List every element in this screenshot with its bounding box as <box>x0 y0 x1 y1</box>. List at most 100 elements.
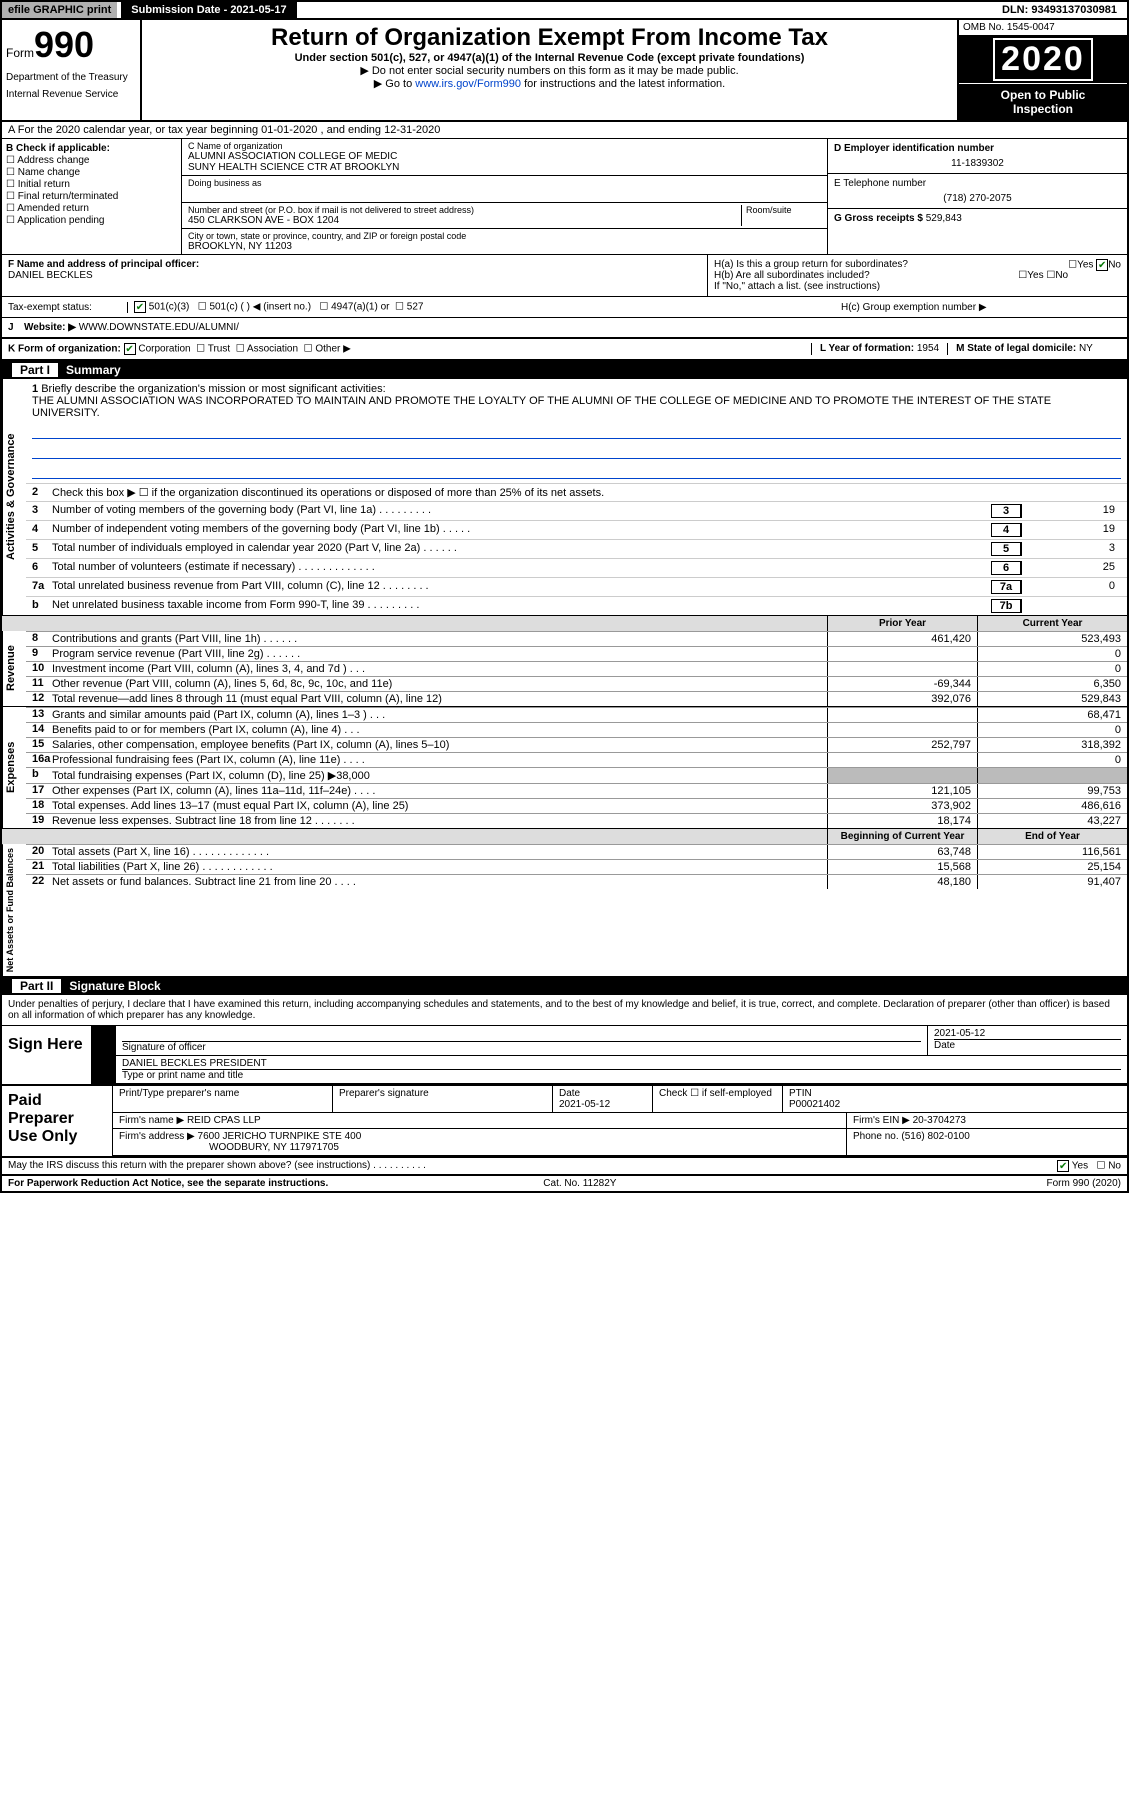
ptin-label: PTIN <box>789 1088 812 1099</box>
fin-row: 9Program service revenue (Part VIII, lin… <box>26 646 1127 661</box>
ein-value: 11-1839302 <box>834 158 1121 169</box>
ptin-value: P00021402 <box>789 1099 840 1110</box>
hb-label: H(b) Are all subordinates included? <box>714 270 870 281</box>
addr-label: Number and street (or P.O. box if mail i… <box>188 205 741 215</box>
website-value: WWW.DOWNSTATE.EDU/ALUMNI/ <box>79 322 239 333</box>
tab-governance: Activities & Governance <box>2 379 26 615</box>
section-f: F Name and address of principal officer:… <box>2 255 707 296</box>
footer-right: Form 990 (2020) <box>1047 1178 1121 1189</box>
prep-name-hdr: Print/Type preparer's name <box>113 1086 333 1112</box>
d-label: D Employer identification number <box>834 143 1121 154</box>
tax-year: 2020 <box>959 36 1127 83</box>
dept-treasury: Department of the Treasury <box>6 72 136 83</box>
fin-row: 19Revenue less expenses. Subtract line 1… <box>26 813 1127 828</box>
note2-post: for instructions and the latest informat… <box>521 78 725 90</box>
open-line2: Inspection <box>1013 102 1073 116</box>
form-label: Form <box>6 46 34 60</box>
block-bc: B Check if applicable: ☐ Address change … <box>2 139 1127 255</box>
chk-address: ☐ Address change <box>6 155 177 166</box>
l-value: 1954 <box>917 343 939 354</box>
fin-header-2: Beginning of Current Year End of Year <box>2 829 1127 844</box>
discuss-row: May the IRS discuss this return with the… <box>2 1158 1127 1176</box>
firm-ein-label: Firm's EIN ▶ <box>853 1115 910 1126</box>
arrow-icon <box>92 1056 116 1083</box>
prep-selfemp: Check ☐ if self-employed <box>653 1086 783 1112</box>
firm-name: REID CPAS LLP <box>187 1115 261 1126</box>
mission-label: Briefly describe the organization's miss… <box>41 383 385 395</box>
chk-initial: ☐ Initial return <box>6 179 177 190</box>
officer-sig-label: Signature of officer <box>122 1042 921 1053</box>
k-label: K Form of organization: <box>8 344 121 355</box>
fin-row: 17Other expenses (Part IX, column (A), l… <box>26 783 1127 798</box>
chk-name: ☐ Name change <box>6 167 177 178</box>
line2: Check this box ▶ ☐ if the organization d… <box>52 486 1121 499</box>
open-line1: Open to Public <box>1001 88 1086 102</box>
fin-row: 12Total revenue—add lines 8 through 11 (… <box>26 691 1127 706</box>
tab-revenue: Revenue <box>2 631 26 706</box>
section-revenue: Revenue 8Contributions and grants (Part … <box>2 631 1127 707</box>
arrow-icon <box>92 1026 116 1055</box>
current-year-hdr: Current Year <box>977 616 1127 631</box>
header: Form990 Department of the Treasury Inter… <box>2 20 1127 122</box>
website-label: Website: ▶ <box>24 322 76 333</box>
gov-4: Number of independent voting members of … <box>52 523 991 537</box>
paid-preparer-label: Paid Preparer Use Only <box>2 1086 112 1156</box>
gov-6: Total number of volunteers (estimate if … <box>52 561 991 575</box>
gov-5: Total number of individuals employed in … <box>52 542 991 556</box>
header-right: OMB No. 1545-0047 2020 Open to Public In… <box>957 20 1127 120</box>
org-name-2: SUNY HEALTH SCIENCE CTR AT BROOKLYN <box>188 162 821 173</box>
firm-ein: 20-3704273 <box>913 1115 966 1126</box>
g-label: G Gross receipts $ <box>834 213 923 224</box>
firm-phone-label: Phone no. <box>853 1131 899 1142</box>
chk-501c3 <box>134 301 146 313</box>
note2-pre: ▶ Go to <box>374 78 415 90</box>
row-i: Tax-exempt status: 501(c)(3) ☐ 501(c) ( … <box>2 297 1127 318</box>
firm-name-label: Firm's name ▶ <box>119 1115 184 1126</box>
fin-row: 13Grants and similar amounts paid (Part … <box>26 707 1127 722</box>
row-fh: F Name and address of principal officer:… <box>2 255 1127 297</box>
part1-tag: Part I <box>12 363 58 377</box>
mission-num: 1 <box>32 383 38 395</box>
fin-row: 16aProfessional fundraising fees (Part I… <box>26 752 1127 767</box>
fin-row: 15Salaries, other compensation, employee… <box>26 737 1127 752</box>
officer-name: DANIEL BECKLES <box>8 270 701 281</box>
c-name-label: C Name of organization <box>188 141 821 151</box>
prep-date-val: 2021-05-12 <box>559 1099 610 1110</box>
mission-text: THE ALUMNI ASSOCIATION WAS INCORPORATED … <box>32 395 1051 419</box>
part1-header: Part ISummary <box>2 361 1127 379</box>
gov-7b: Net unrelated business taxable income fr… <box>52 599 991 613</box>
hb-note: If "No," attach a list. (see instruction… <box>714 281 1121 292</box>
part2-title: Signature Block <box>69 979 160 993</box>
tax-status-label: Tax-exempt status: <box>8 302 128 313</box>
form990-link[interactable]: www.irs.gov/Form990 <box>415 78 521 90</box>
fin-row: 11Other revenue (Part VIII, column (A), … <box>26 676 1127 691</box>
form-note-1: ▶ Do not enter social security numbers o… <box>150 64 949 77</box>
section-deg: D Employer identification number 11-1839… <box>827 139 1127 254</box>
date-label: Date <box>934 1040 1121 1051</box>
fin-row: 21Total liabilities (Part X, line 26) . … <box>26 859 1127 874</box>
firm-addr-2: WOODBURY, NY 117971705 <box>209 1142 339 1153</box>
suite-label: Room/suite <box>746 205 821 215</box>
sign-here-block: Sign Here Signature of officer 2021-05-1… <box>2 1026 1127 1086</box>
m-value: NY <box>1079 343 1093 354</box>
footer-left: For Paperwork Reduction Act Notice, see … <box>8 1178 328 1189</box>
form-number: 990 <box>34 24 94 65</box>
firm-addr-1: 7600 JERICHO TURNPIKE STE 400 <box>198 1131 362 1142</box>
chk-pending: ☐ Application pending <box>6 215 177 226</box>
fin-row: 20Total assets (Part X, line 16) . . . .… <box>26 844 1127 859</box>
gross-receipts: 529,843 <box>926 213 962 224</box>
footer-mid: Cat. No. 11282Y <box>543 1178 616 1189</box>
chk-corp <box>124 343 136 355</box>
ha-label: H(a) Is this a group return for subordin… <box>714 259 908 270</box>
ha-no-checked <box>1096 259 1108 271</box>
section-expenses: Expenses 13Grants and similar amounts pa… <box>2 707 1127 829</box>
fin-header-1: Prior Year Current Year <box>2 616 1127 631</box>
org-city: BROOKLYN, NY 11203 <box>188 241 821 252</box>
row-k: K Form of organization: Corporation ☐ Tr… <box>2 339 1127 361</box>
omb-number: OMB No. 1545-0047 <box>959 20 1127 36</box>
header-left: Form990 Department of the Treasury Inter… <box>2 20 142 120</box>
firm-addr-label: Firm's address ▶ <box>119 1131 195 1142</box>
f-label: F Name and address of principal officer: <box>8 259 701 270</box>
m-label: M State of legal domicile: <box>956 343 1076 354</box>
prep-date-hdr: Date <box>559 1088 580 1099</box>
